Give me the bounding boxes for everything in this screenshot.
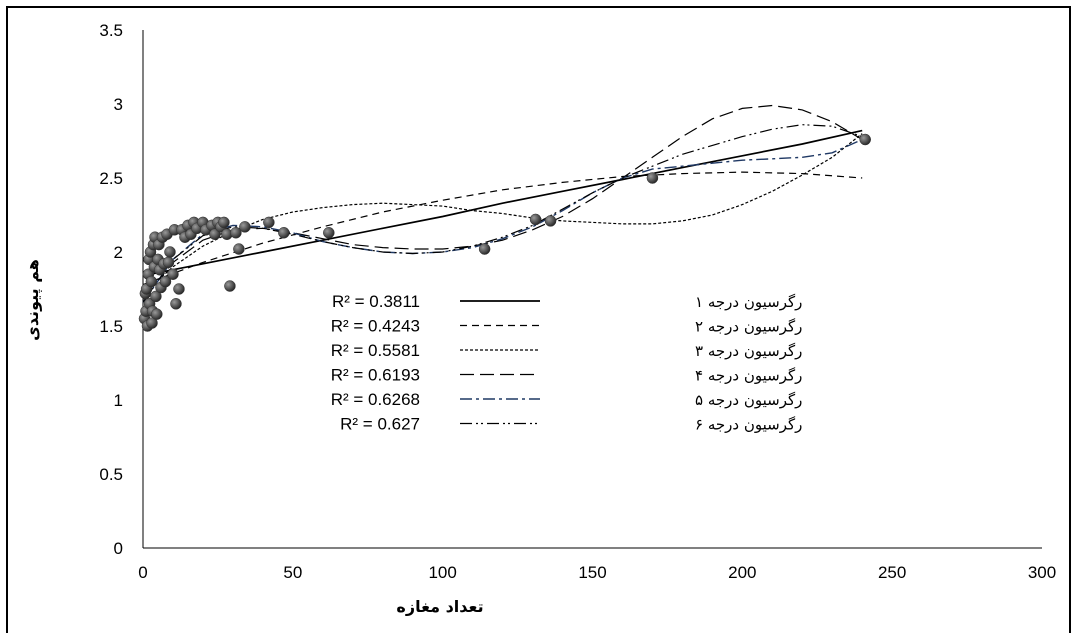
x-tick-label: 300: [1028, 563, 1056, 582]
x-tick-label: 100: [428, 563, 456, 582]
data-point: [151, 308, 163, 320]
data-point: [224, 280, 236, 292]
data-point: [529, 213, 542, 226]
legend-label-1: رگرسیون درجه ۱: [695, 293, 802, 311]
legend-label-2: رگرسیون درجه ۲: [695, 318, 802, 336]
data-point: [239, 221, 251, 233]
data-point: [146, 317, 158, 329]
x-tick-label: 250: [878, 563, 906, 582]
data-point: [164, 246, 176, 258]
data-point: [230, 227, 242, 239]
x-tick-label: 150: [578, 563, 606, 582]
data-point: [233, 243, 245, 255]
data-point: [478, 243, 491, 255]
data-point: [170, 298, 182, 310]
data-point: [859, 133, 871, 146]
data-point: [150, 290, 162, 303]
regression-curve-3: [142, 133, 863, 294]
regression-curve-5: [142, 138, 863, 303]
data-point: [646, 172, 659, 184]
y-tick-label: 3.5: [99, 21, 123, 40]
data-point: [173, 283, 185, 295]
data-point: [167, 268, 179, 280]
regression-curve-2: [142, 171, 863, 286]
y-tick-label: 0.5: [99, 465, 123, 484]
y-tick-label: 2: [114, 243, 123, 262]
y-tick-label: 1: [114, 391, 123, 410]
y-tick-label: 3: [114, 95, 123, 114]
data-point: [145, 275, 158, 288]
regression-curves: [142, 104, 863, 303]
legend-label-6: رگرسیون درجه ۶: [695, 416, 802, 434]
r2-label-2: R² = 0.4243: [331, 317, 420, 336]
y-tick-label: 2.5: [99, 169, 123, 188]
y-tick-label: 1.5: [99, 317, 123, 336]
chart-frame: [6, 6, 1071, 633]
regression-curve-1: [142, 129, 863, 277]
data-point: [162, 256, 175, 269]
legend: R² = 0.3811 رگرسیون درجه ۱ R² = 0.4243 رگرس…: [331, 292, 803, 434]
x-axis-title: تعداد مغازه: [396, 597, 483, 616]
x-tick-labels: 0 50 100 150 200 250 300: [138, 563, 1056, 582]
data-point: [323, 227, 335, 239]
x-tick-label: 50: [283, 563, 302, 582]
data-point: [263, 216, 275, 229]
data-point: [544, 215, 557, 227]
axes: [142, 30, 1042, 549]
legend-label-3: رگرسیون درجه ۳: [695, 342, 802, 360]
y-tick-labels: 0 0.5 1 1.5 2 2.5 3 3.5: [99, 21, 123, 558]
data-point: [278, 227, 290, 239]
data-point: [218, 216, 230, 229]
r2-label-3: R² = 0.5581: [331, 341, 420, 360]
r2-label-6: R² = 0.627: [340, 415, 420, 434]
legend-label-4: رگرسیون درجه ۴: [695, 367, 802, 385]
r2-label-4: R² = 0.6193: [331, 366, 420, 385]
legend-label-5: رگرسیون درجه ۵: [695, 391, 802, 409]
data-points: [138, 133, 871, 332]
x-tick-label: 200: [728, 563, 756, 582]
x-tick-label: 0: [138, 563, 147, 582]
y-tick-label: 0: [114, 539, 123, 558]
y-axis-title: هم پیوندی: [23, 259, 43, 341]
r2-label-1: R² = 0.3811: [332, 292, 420, 311]
r2-label-5: R² = 0.6268: [331, 390, 420, 409]
data-point: [159, 275, 172, 288]
regression-curve-6: [142, 124, 863, 303]
